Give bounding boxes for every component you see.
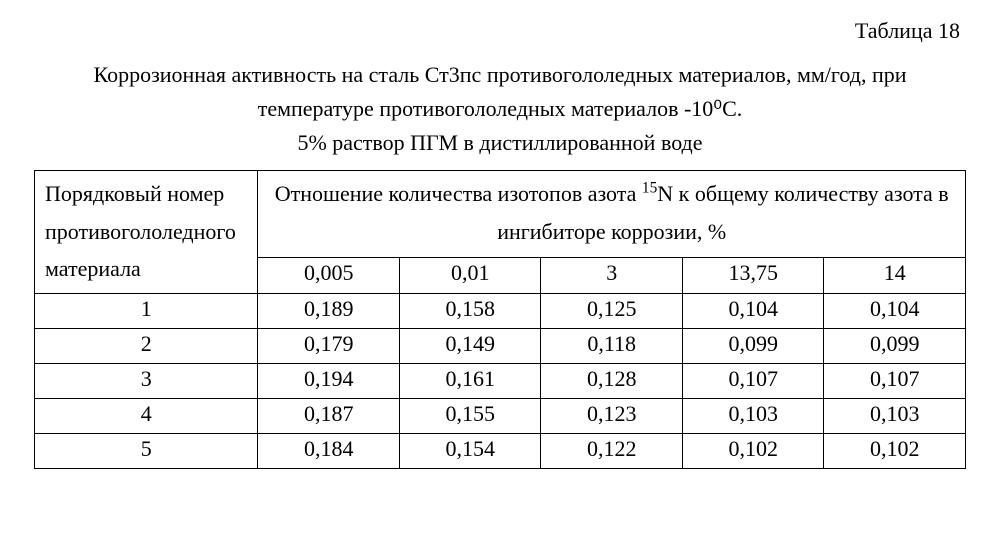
data-cell: 0,149 [399, 329, 541, 364]
data-cell: 0,155 [399, 399, 541, 434]
data-cell: 0,104 [682, 294, 824, 329]
row-number: 1 [35, 294, 258, 329]
col-value: 13,75 [682, 258, 824, 294]
page: Таблица 18 Коррозионная активность на ст… [0, 0, 1000, 469]
col-value: 14 [824, 258, 966, 294]
data-cell: 0,187 [258, 399, 400, 434]
data-cell: 0,102 [682, 434, 824, 469]
data-cell: 0,107 [682, 364, 824, 399]
data-cell: 0,104 [824, 294, 966, 329]
data-cell: 0,179 [258, 329, 400, 364]
data-cell: 0,103 [682, 399, 824, 434]
table-row: 2 0,179 0,149 0,118 0,099 0,099 [35, 329, 966, 364]
row-number: 3 [35, 364, 258, 399]
table-row: 3 0,194 0,161 0,128 0,107 0,107 [35, 364, 966, 399]
data-cell: 0,123 [541, 399, 683, 434]
data-cell: 0,125 [541, 294, 683, 329]
data-cell: 0,099 [824, 329, 966, 364]
data-cell: 0,154 [399, 434, 541, 469]
data-cell: 0,184 [258, 434, 400, 469]
data-cell: 0,118 [541, 329, 683, 364]
caption-line-1: Коррозионная активность на сталь Ст3пс п… [34, 58, 966, 92]
table-row: 4 0,187 0,155 0,123 0,103 0,103 [35, 399, 966, 434]
table-row: 5 0,184 0,154 0,122 0,102 0,102 [35, 434, 966, 469]
col-value: 0,005 [258, 258, 400, 294]
span-header: Отношение количества изотопов азота 15N … [258, 171, 966, 258]
data-cell: 0,158 [399, 294, 541, 329]
row-number: 4 [35, 399, 258, 434]
caption-line-3: 5% раствор ПГМ в дистиллированной воде [34, 126, 966, 160]
data-cell: 0,103 [824, 399, 966, 434]
data-cell: 0,189 [258, 294, 400, 329]
row-number: 5 [35, 434, 258, 469]
col-value: 3 [541, 258, 683, 294]
caption-line-2: температуре противогололедных материалов… [34, 92, 966, 126]
col-value: 0,01 [399, 258, 541, 294]
data-cell: 0,194 [258, 364, 400, 399]
data-cell: 0,099 [682, 329, 824, 364]
table-header-row-1: Порядковый номер противогололедного мате… [35, 171, 966, 258]
row-number: 2 [35, 329, 258, 364]
data-cell: 0,128 [541, 364, 683, 399]
data-cell: 0,102 [824, 434, 966, 469]
data-cell: 0,122 [541, 434, 683, 469]
corrosion-table: Порядковый номер противогололедного мате… [34, 170, 966, 469]
data-cell: 0,161 [399, 364, 541, 399]
table-number-label: Таблица 18 [34, 18, 960, 44]
table-row: 1 0,189 0,158 0,125 0,104 0,104 [35, 294, 966, 329]
data-cell: 0,107 [824, 364, 966, 399]
row-header-label: Порядковый номер противогололедного мате… [35, 171, 258, 294]
